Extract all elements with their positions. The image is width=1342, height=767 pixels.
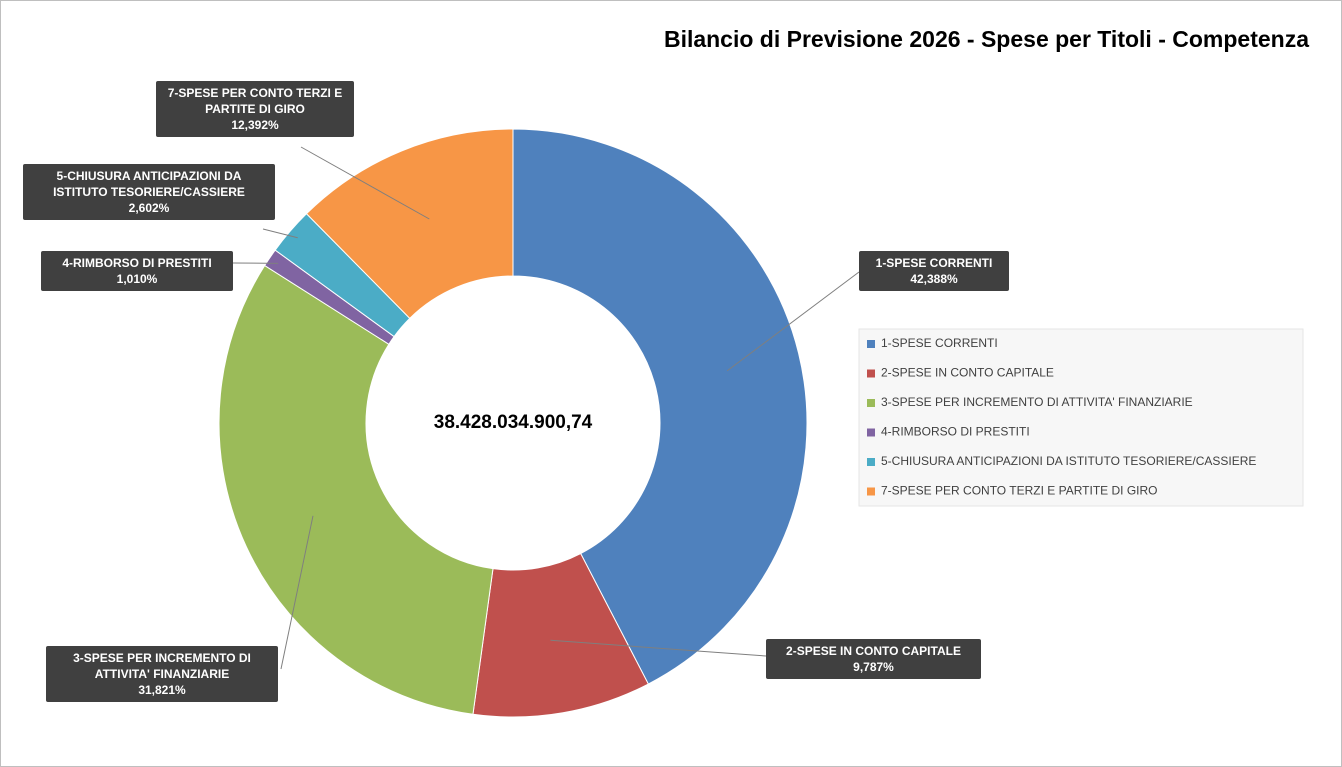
- legend: 1-SPESE CORRENTI 2-SPESE IN CONTO CAPITAL…: [858, 328, 1304, 507]
- leader-line: [262, 228, 298, 239]
- legend-label: 3-SPESE PER INCREMENTO DI ATTIVITA' FINA…: [881, 395, 1193, 409]
- legend-label: 7-SPESE PER CONTO TERZI E PARTITE DI GIR…: [881, 484, 1158, 498]
- data-label: 2-SPESE IN CONTO CAPITALE 9,787%: [766, 639, 981, 679]
- legend-swatch: [867, 487, 875, 496]
- data-label: 4-RIMBORSO DI PRESTITI 1,010%: [41, 251, 233, 291]
- data-label-category: 4-RIMBORSO DI PRESTITI: [62, 256, 212, 270]
- data-label: 1-SPESE CORRENTI 42,388%: [859, 251, 1009, 291]
- data-label-value: 9,787%: [853, 660, 894, 674]
- legend-swatch: [867, 428, 875, 437]
- legend-label: 5-CHIUSURA ANTICIPAZIONI DA ISTITUTO TES…: [881, 454, 1256, 468]
- legend-swatch: [867, 399, 875, 407]
- leader-line: [300, 146, 430, 220]
- data-label-category: 1-SPESE CORRENTI: [875, 256, 993, 270]
- data-label-category: 7-SPESE PER CONTO TERZI E PARTITE DI GIR…: [167, 86, 343, 116]
- leader-line: [550, 639, 767, 657]
- data-label: 5-CHIUSURA ANTICIPAZIONI DA ISTITUTO TES…: [23, 164, 275, 220]
- leader-line: [726, 271, 860, 372]
- data-label-value: 12,392%: [231, 118, 279, 132]
- data-label: 7-SPESE PER CONTO TERZI E PARTITE DI GIR…: [156, 81, 354, 137]
- data-label-category: 5-CHIUSURA ANTICIPAZIONI DA ISTITUTO TES…: [53, 169, 245, 199]
- donut-slice: [512, 128, 808, 685]
- legend-frame: [858, 328, 1304, 507]
- legend-swatch: [867, 458, 875, 466]
- donut-slice: [218, 264, 494, 715]
- data-label-category: 3-SPESE PER INCREMENTO DI ATTIVITA' FINA…: [73, 651, 251, 681]
- chart-title: Bilancio di Previsione 2026 - Spese per …: [664, 26, 1309, 52]
- data-label-value: 31,821%: [138, 683, 186, 697]
- center-label: 38.428.034.900,74: [434, 412, 593, 433]
- legend-label: 2-SPESE IN CONTO CAPITALE: [881, 366, 1054, 380]
- leader-line: [280, 515, 314, 670]
- data-label: 3-SPESE PER INCREMENTO DI ATTIVITA' FINA…: [46, 646, 278, 702]
- legend-swatch: [867, 369, 875, 378]
- legend-label: 4-RIMBORSO DI PRESTITI: [881, 425, 1030, 439]
- data-label-value: 42,388%: [910, 272, 958, 286]
- legend-label: 1-SPESE CORRENTI: [881, 336, 998, 350]
- donut-slice: [305, 128, 514, 320]
- data-label-value: 2,602%: [128, 201, 170, 215]
- data-label-category: 2-SPESE IN CONTO CAPITALE: [786, 644, 961, 658]
- legend-swatch: [867, 340, 875, 348]
- data-label-value: 1,010%: [116, 272, 158, 286]
